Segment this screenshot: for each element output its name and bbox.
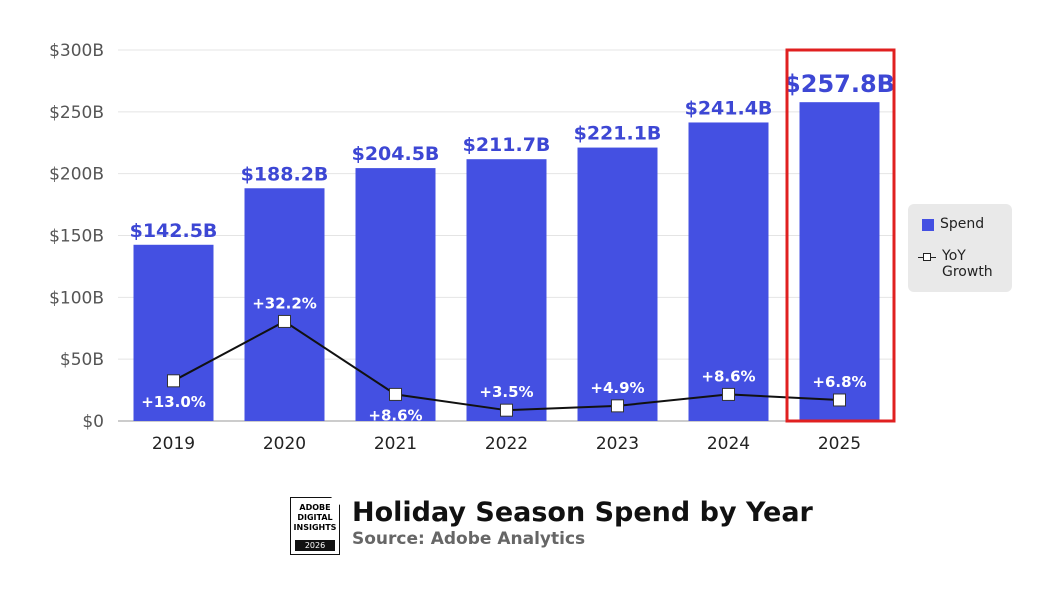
yoy-marker: [722, 387, 735, 401]
yoy-marker: [389, 387, 402, 401]
yoy-marker: [167, 374, 180, 388]
yoy-label: +32.2%: [252, 294, 317, 312]
bar-value-label: $142.5B: [130, 220, 218, 242]
bar-value-label: $257.8B: [784, 70, 895, 98]
y-tick-label: $100B: [49, 288, 104, 308]
bar-2024: [688, 122, 769, 422]
adobe-digital-insights-logo: ADOBE DIGITAL INSIGHTS 2026: [290, 497, 340, 555]
bar-value-label: $204.5B: [352, 143, 440, 165]
yoy-marker: [611, 399, 624, 413]
logo-year: 2026: [295, 540, 335, 551]
yoy-marker: [833, 393, 846, 407]
x-tick-label: 2024: [707, 434, 750, 454]
footer: ADOBE DIGITAL INSIGHTS 2026 Holiday Seas…: [290, 497, 813, 555]
yoy-label: +6.8%: [812, 373, 866, 391]
y-tick-label: $150B: [49, 227, 104, 247]
y-tick-label: $0: [82, 412, 104, 432]
x-tick-label: 2022: [485, 434, 528, 454]
y-tick-label: $250B: [49, 103, 104, 123]
bar-value-label: $211.7B: [463, 134, 551, 156]
logo-line3: INSIGHTS: [293, 523, 337, 532]
spend-swatch-icon: [922, 219, 934, 231]
legend-label-yoy: YoY: [942, 248, 966, 264]
chart-source: Source: Adobe Analytics: [352, 529, 586, 549]
legend-item-spend: Spend: [922, 216, 984, 232]
legend-label-spend: Spend: [940, 216, 985, 232]
legend-label-growth: Growth: [942, 264, 993, 280]
yoy-marker: [278, 314, 291, 328]
yoy-label: +13.0%: [141, 393, 206, 411]
legend-item-yoy: YoY Growth: [918, 248, 993, 280]
x-tick-label: 2021: [374, 434, 417, 454]
bar-2023: [577, 147, 658, 421]
y-tick-label: $300B: [49, 41, 104, 61]
legend: Spend YoY Growth: [908, 204, 1012, 292]
bar-value-label: $188.2B: [241, 163, 329, 185]
bar-2020: [244, 188, 325, 421]
bar-value-label: $241.4B: [685, 97, 773, 119]
x-tick-label: 2020: [263, 434, 306, 454]
y-tick-label: $200B: [49, 165, 104, 185]
highlight-box: [785, 48, 896, 423]
x-tick-label: 2019: [152, 434, 195, 454]
bar-2021: [355, 168, 436, 421]
bar-value-label: $221.1B: [574, 123, 662, 145]
y-tick-label: $50B: [60, 350, 104, 370]
logo-line1: ADOBE: [299, 503, 331, 512]
yoy-marker: [500, 403, 513, 417]
x-tick-label: 2025: [818, 434, 861, 454]
x-tick-label: 2023: [596, 434, 639, 454]
chart-title: Holiday Season Spend by Year: [352, 497, 813, 528]
bar-2022: [466, 159, 547, 421]
yoy-label: +4.9%: [590, 379, 644, 397]
logo-line2: DIGITAL: [297, 513, 333, 522]
yoy-label: +3.5%: [479, 383, 533, 401]
yoy-label: +8.6%: [701, 367, 755, 385]
bar-2019: [133, 244, 214, 421]
bar-2025: [799, 102, 880, 422]
line-marker-icon: [918, 250, 936, 264]
yoy-label: +8.6%: [368, 406, 422, 424]
